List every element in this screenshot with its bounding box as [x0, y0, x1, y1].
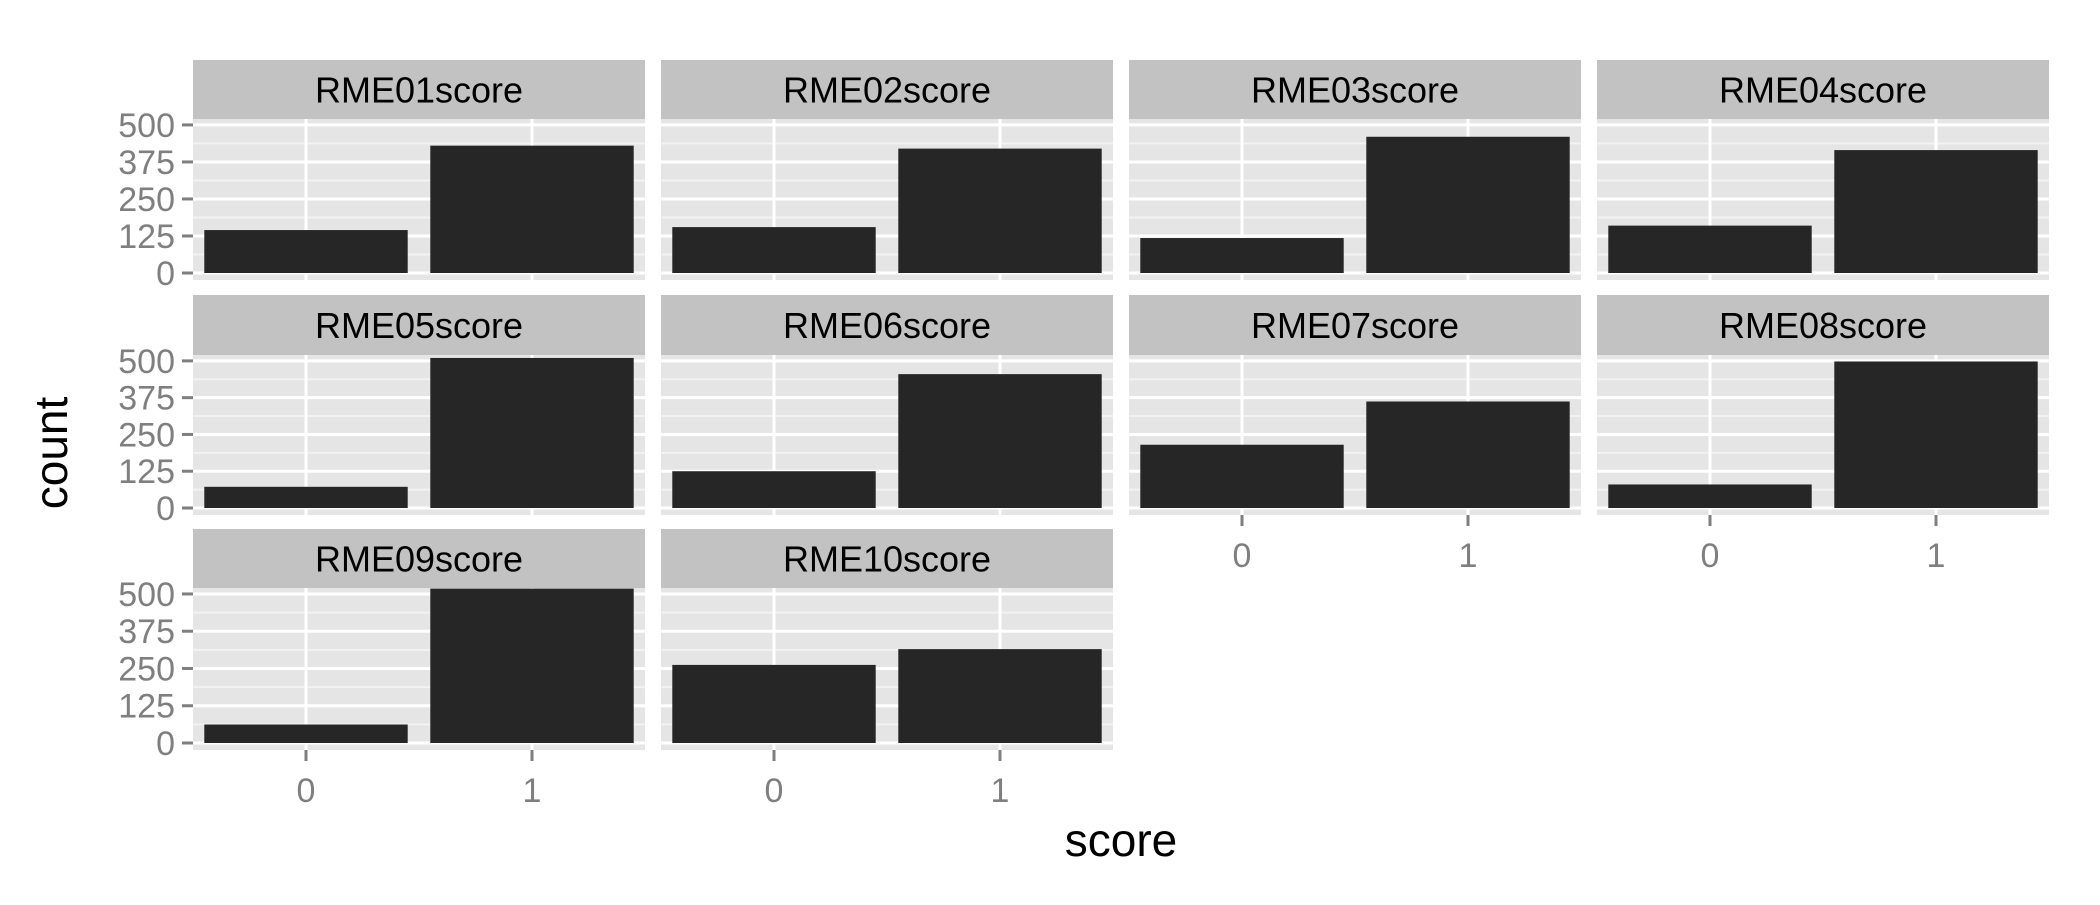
bar — [204, 724, 408, 743]
facet-panel: RME07score 0 1 — [1129, 295, 1581, 575]
facet-strip — [193, 529, 645, 588]
bar — [430, 588, 634, 743]
facet-strip-label: RME10score — [783, 539, 991, 580]
facet-strip — [1597, 295, 2049, 355]
bar — [1834, 361, 2038, 508]
facet-strip-label: RME03score — [1251, 70, 1459, 111]
y-tick-label: 0 — [156, 255, 175, 293]
bar — [672, 227, 876, 273]
y-tick-label: 0 — [156, 725, 175, 763]
bar — [204, 230, 408, 273]
y-tick-label: 500 — [118, 343, 175, 381]
facet-panel: RME06score — [661, 295, 1113, 515]
facet-strip — [193, 295, 645, 355]
facet-strip — [1129, 60, 1581, 119]
y-tick-label: 375 — [118, 613, 175, 651]
x-tick-label: 0 — [297, 772, 316, 810]
bar — [1140, 238, 1344, 273]
facet-panel: RME10score 0 1 — [661, 529, 1113, 810]
x-axis-title: score — [1065, 814, 1177, 866]
y-tick-label: 125 — [118, 218, 175, 256]
x-tick-label: 0 — [1701, 537, 1720, 575]
bar — [1366, 136, 1570, 273]
bar — [1834, 150, 2038, 273]
facet-strip-label: RME08score — [1719, 305, 1927, 346]
y-tick-label: 375 — [118, 380, 175, 418]
bar — [1608, 484, 1812, 508]
facet-strip-label: RME05score — [315, 305, 523, 346]
bar — [1366, 401, 1570, 508]
facet-strip-label: RME09score — [315, 539, 523, 580]
bar — [1608, 225, 1812, 273]
y-axis-title: count — [25, 397, 77, 510]
x-tick-label: 1 — [523, 772, 542, 810]
x-tick-label: 1 — [1459, 537, 1478, 575]
facet-strip-label: RME06score — [783, 305, 991, 346]
y-tick-label: 0 — [156, 490, 175, 528]
facet-strip — [1597, 60, 2049, 119]
bar — [1140, 444, 1344, 508]
y-tick-label: 250 — [118, 650, 175, 688]
x-tick-label: 1 — [991, 772, 1010, 810]
facet-strip — [661, 295, 1113, 355]
facet-strip-label: RME07score — [1251, 305, 1459, 346]
y-tick-label: 500 — [118, 576, 175, 614]
y-tick-label: 375 — [118, 144, 175, 182]
facet-strip — [661, 60, 1113, 119]
y-tick-label: 125 — [118, 688, 175, 726]
facet-strip — [661, 529, 1113, 588]
bar — [898, 148, 1102, 273]
facet-strip — [193, 60, 645, 119]
x-tick-label: 0 — [765, 772, 784, 810]
facet-panel: RME02score — [661, 60, 1113, 280]
facet-strip-label: RME01score — [315, 70, 523, 111]
facet-strip — [1129, 295, 1581, 355]
bar — [672, 471, 876, 508]
x-tick-label: 1 — [1927, 537, 1946, 575]
y-tick-label: 500 — [118, 107, 175, 145]
y-tick-label: 250 — [118, 416, 175, 454]
bar — [898, 649, 1102, 743]
y-tick-label: 250 — [118, 181, 175, 219]
bar — [204, 486, 408, 508]
bar — [672, 664, 876, 743]
facet-strip-label: RME04score — [1719, 70, 1927, 111]
bar — [898, 374, 1102, 508]
facet-panel: RME04score — [1597, 60, 2049, 280]
x-tick-label: 0 — [1233, 537, 1252, 575]
facet-panel: RME03score — [1129, 60, 1581, 280]
facet-strip-label: RME02score — [783, 70, 991, 111]
bar — [430, 145, 634, 273]
bar — [430, 357, 634, 508]
facet-panel: RME08score 0 1 — [1597, 295, 2049, 575]
y-tick-label: 125 — [118, 453, 175, 491]
